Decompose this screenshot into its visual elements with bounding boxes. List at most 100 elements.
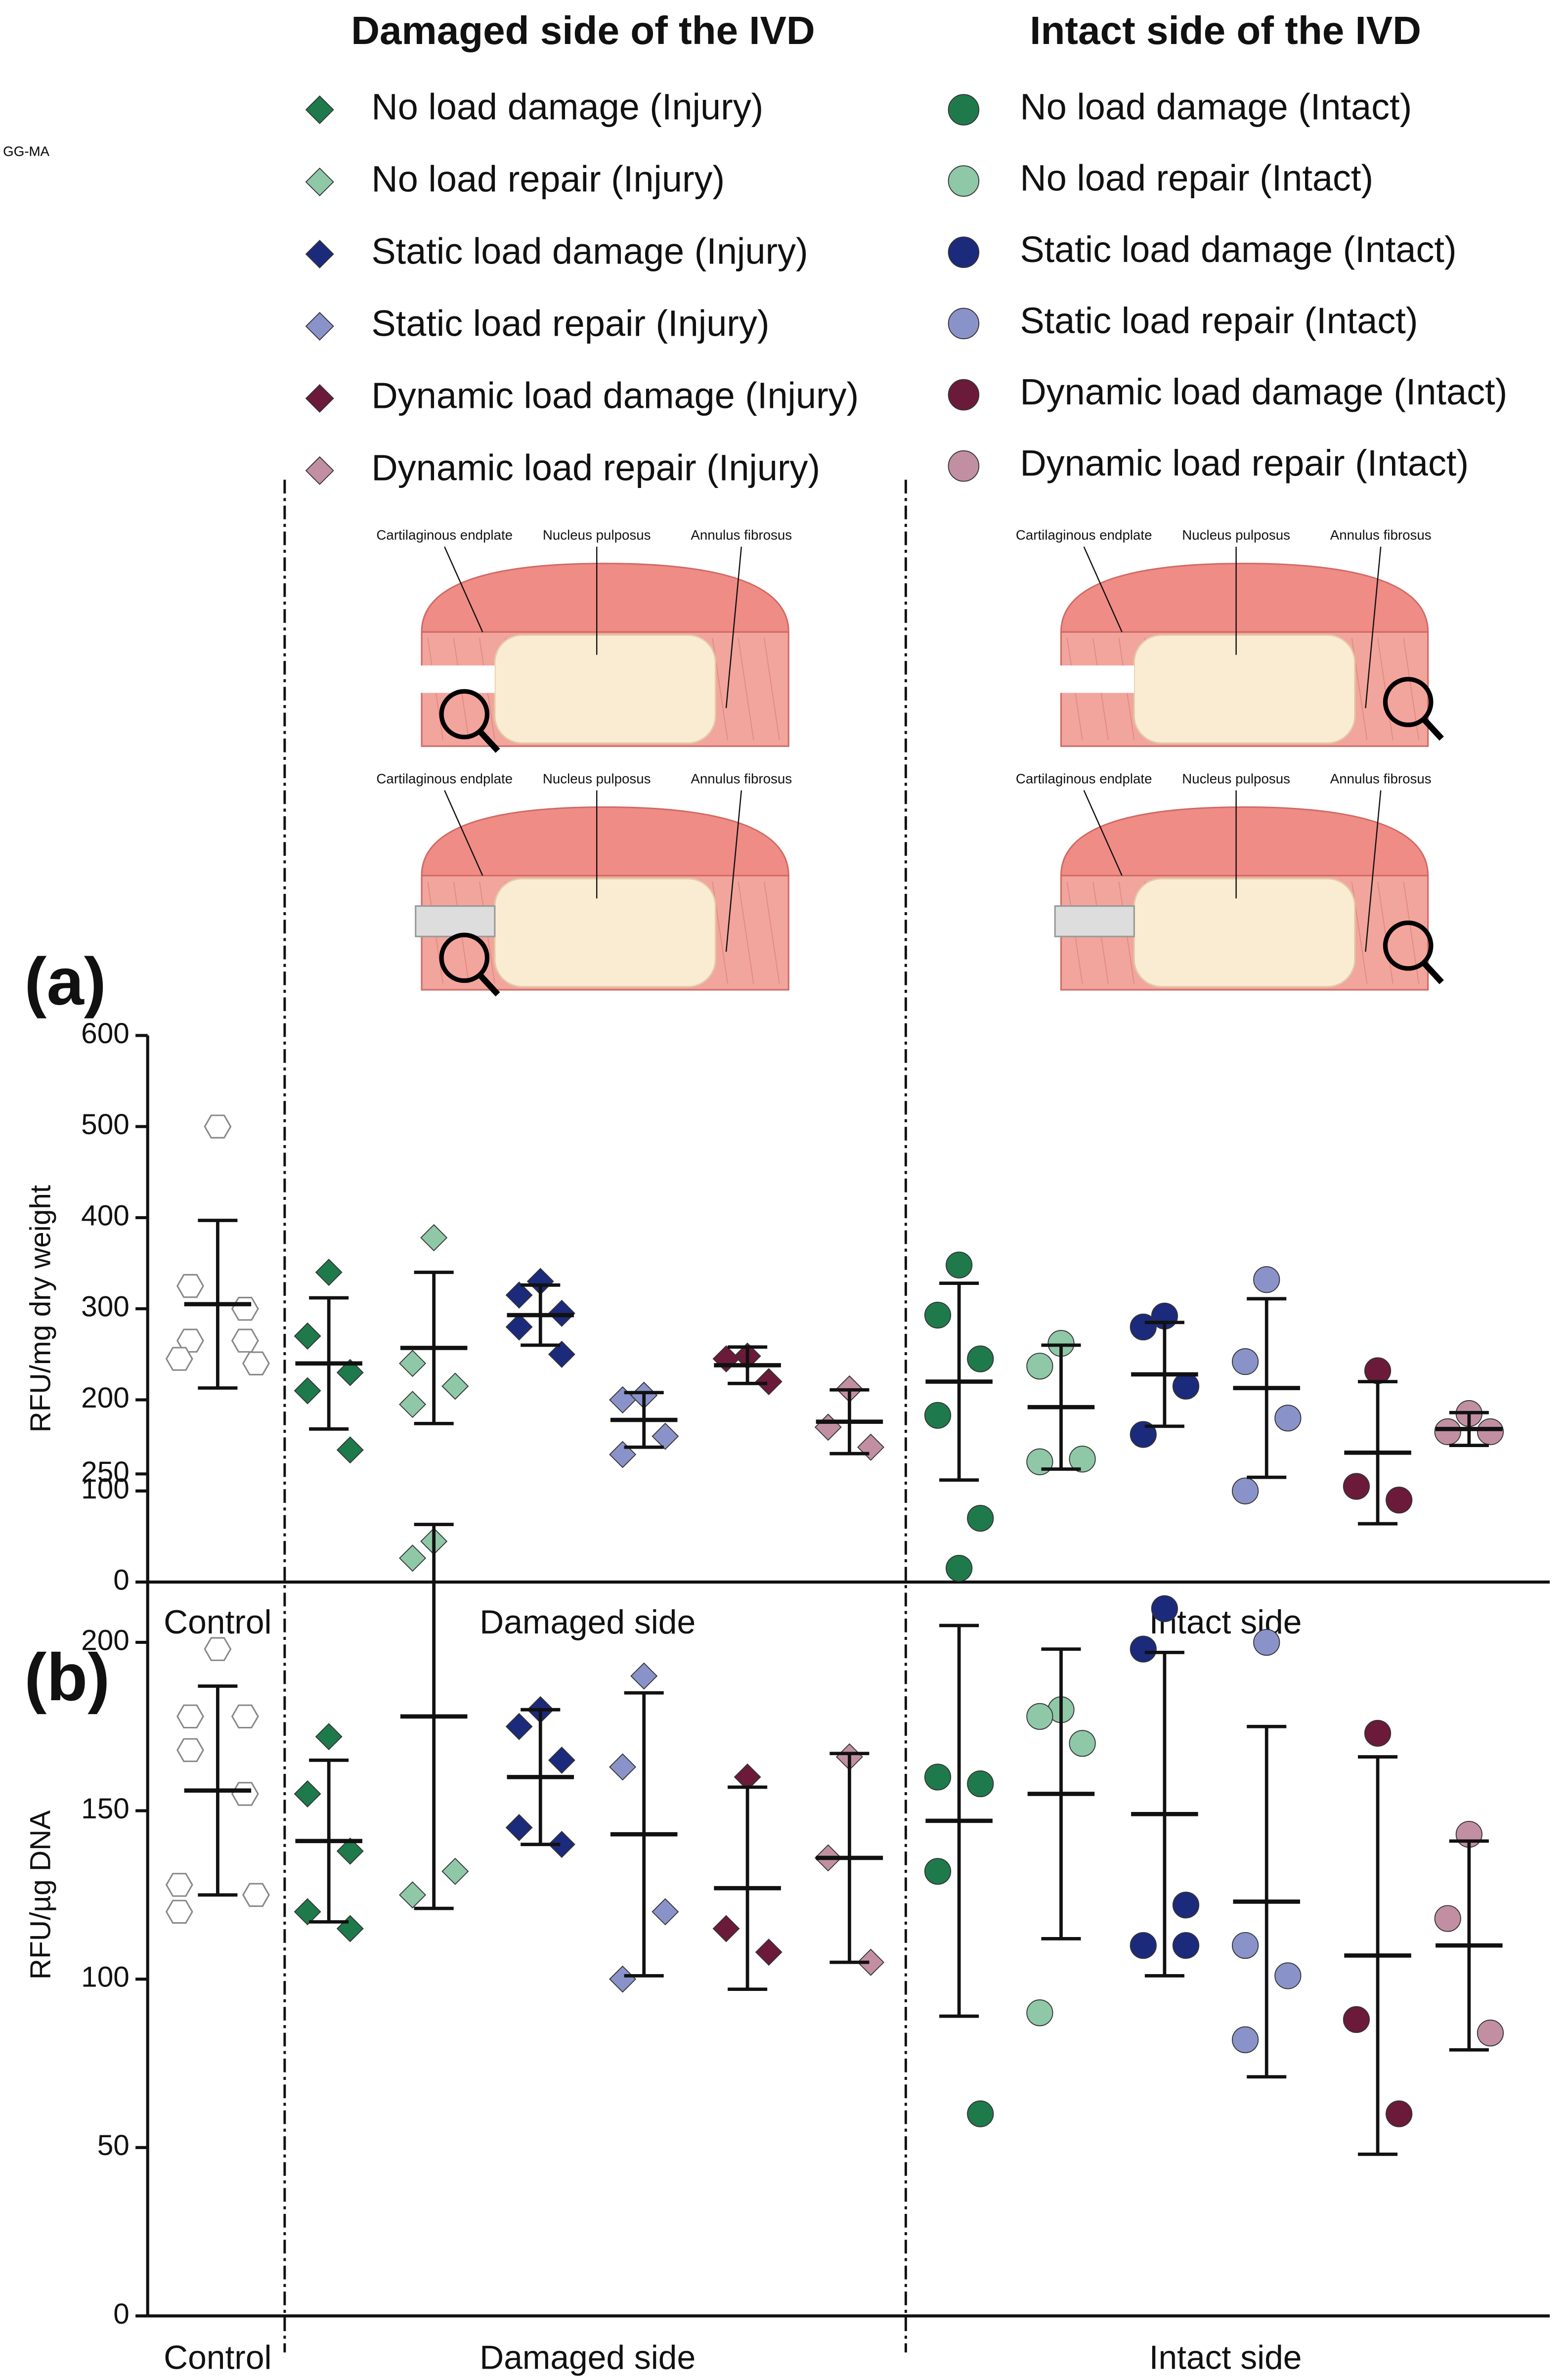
data-point (712, 1915, 740, 1942)
data-point (1130, 1313, 1157, 1341)
data-point (1343, 1473, 1370, 1500)
legend-marker (305, 384, 334, 413)
legend-label: No load damage (Injury) (371, 87, 763, 128)
legend-label: Dynamic load damage (Intact) (1020, 371, 1507, 412)
implant (415, 905, 496, 937)
data-point (1232, 1932, 1259, 1959)
implant (1054, 905, 1135, 937)
data-point (1151, 1595, 1178, 1622)
legend-label: Dynamic load damage (Injury) (371, 375, 859, 416)
data-point (924, 1302, 952, 1329)
legend-label: No load damage (Intact) (1020, 87, 1412, 128)
panel-label: (b) (24, 1639, 110, 1715)
legend-label: Static load damage (Injury) (371, 230, 808, 271)
data-point (1253, 1266, 1280, 1293)
part-arrow (444, 546, 483, 632)
damage-slot (415, 665, 495, 693)
part-arrow (1083, 546, 1123, 632)
magnifier-handle (477, 972, 500, 997)
y-tick-label: 200 (81, 1382, 130, 1414)
data-point (967, 2100, 994, 2127)
data-point (441, 1372, 469, 1400)
data-point (399, 1881, 427, 1909)
data-point (231, 1328, 259, 1353)
part-label: Annulus fibrosus (1330, 528, 1432, 543)
part-label: Nucleus pulposus (1182, 771, 1290, 786)
data-point (755, 1939, 783, 1966)
nucleus (1133, 634, 1356, 744)
data-point (176, 1328, 204, 1353)
data-point (505, 1313, 533, 1341)
data-point (924, 1763, 952, 1791)
part-label: Nucleus pulposus (543, 528, 651, 543)
data-point (242, 1351, 270, 1375)
legend-label: Static load repair (Intact) (1020, 300, 1418, 341)
magnifier-handle (477, 729, 500, 753)
y-tick-label: 600 (81, 1017, 130, 1050)
part-arrow (1365, 790, 1382, 952)
data-point (946, 1251, 973, 1278)
legend-marker (305, 311, 334, 341)
data-point (505, 1713, 533, 1740)
magnifier-handle (1421, 716, 1444, 741)
y-tick-label: 500 (81, 1108, 130, 1141)
y-tick-label: 400 (81, 1199, 130, 1232)
annulus-texture (738, 881, 754, 984)
part-label: Cartilaginous endplate (1016, 771, 1152, 786)
data-point (652, 1422, 679, 1450)
ivd-diagram: Cartilaginous endplate Nucleus pulposus An… (376, 528, 792, 753)
data-point (712, 1345, 740, 1373)
data-point (1069, 1730, 1096, 1757)
data-point (609, 1965, 637, 1993)
legend-label: No load repair (Injury) (371, 159, 725, 200)
data-point (814, 1413, 842, 1441)
data-point (1386, 1487, 1413, 1514)
data-point (630, 1662, 658, 1690)
data-point (231, 1297, 259, 1321)
legend-marker (305, 95, 334, 125)
legend-label: Dynamic load repair (Intact) (1020, 442, 1469, 484)
legend-marker (948, 308, 980, 340)
data-point (1026, 1448, 1053, 1475)
x-category-label: Control (164, 2339, 271, 2377)
damage-slot (1055, 665, 1134, 693)
data-point (1364, 1719, 1392, 1747)
data-point (242, 1883, 270, 1907)
legend-marker (948, 236, 980, 268)
endplate (1060, 563, 1429, 633)
data-point (548, 1746, 575, 1774)
magnifier (1383, 920, 1434, 971)
data-point (967, 1345, 994, 1372)
implant-label: GG-MA (3, 144, 49, 159)
data-point (336, 1359, 364, 1386)
legend-label: No load repair (Intact) (1020, 158, 1373, 199)
data-point (755, 1368, 783, 1396)
data-point (336, 1837, 364, 1865)
data-point (1130, 1421, 1157, 1448)
legend-marker (305, 167, 334, 197)
data-point (505, 1814, 533, 1842)
legend-marker (948, 450, 980, 482)
ivd-diagram: Cartilaginous endplate Nucleus pulposus An… (376, 771, 792, 997)
endplate (1060, 806, 1429, 877)
data-point (652, 1898, 679, 1926)
x-category-label: Damaged side (479, 1604, 696, 1641)
data-point (1343, 2006, 1370, 2033)
legend-marker (305, 456, 334, 485)
legend-label: Static load repair (Injury) (371, 303, 769, 344)
y-tick-label: 300 (81, 1291, 130, 1323)
data-point (1026, 1999, 1053, 2027)
data-point (1172, 1892, 1200, 1919)
data-point (1434, 1905, 1461, 1932)
data-point (1386, 2100, 1413, 2127)
legend-marker (948, 165, 980, 197)
panel-label: (a) (24, 944, 106, 1019)
legend-title: Intact side of the IVD (1030, 8, 1421, 52)
y-tick-label: 200 (81, 1624, 130, 1656)
data-point (967, 1504, 994, 1532)
ivd-diagram: Cartilaginous endplate Nucleus pulposus An… (1016, 771, 1444, 991)
data-point (315, 1259, 343, 1286)
part-label: Cartilaginous endplate (376, 771, 513, 786)
data-point (1253, 1629, 1280, 1656)
